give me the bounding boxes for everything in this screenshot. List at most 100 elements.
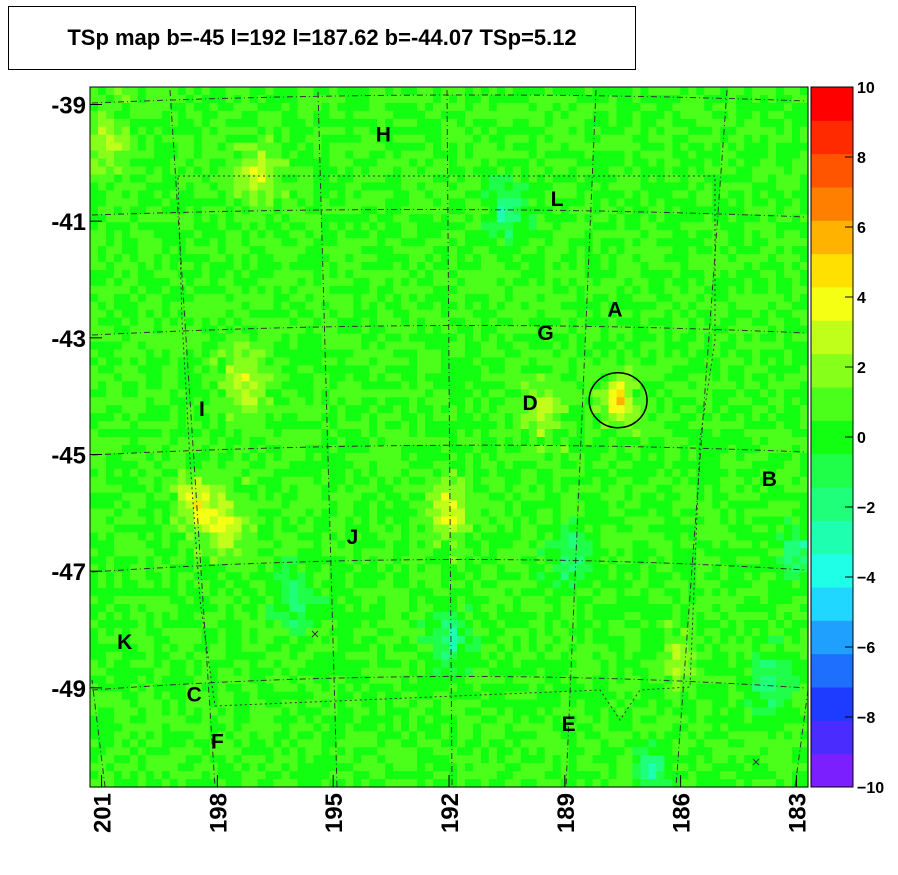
heatmap-cell (496, 325, 506, 335)
heatmap-cell (744, 429, 753, 438)
heatmap-cell (273, 333, 283, 343)
heatmap-cell (536, 150, 546, 160)
heatmap-cell (480, 87, 490, 96)
heatmap-cell (584, 357, 594, 366)
heatmap-cell (337, 437, 346, 446)
heatmap-cell (480, 158, 490, 168)
heatmap-cell (113, 309, 123, 319)
heatmap-cell (608, 166, 618, 176)
heatmap-cell (385, 166, 394, 176)
heatmap-cell (409, 492, 418, 502)
heatmap-cell (345, 262, 354, 271)
heatmap-cell (616, 110, 626, 120)
heatmap-cell (456, 373, 466, 382)
heatmap-cell (656, 413, 665, 422)
heatmap-cell (361, 492, 370, 502)
heatmap-cell (90, 405, 99, 414)
heatmap-cell (121, 230, 131, 239)
heatmap-cell (425, 293, 434, 303)
heatmap-cell (568, 269, 578, 279)
heatmap-cell (297, 349, 306, 359)
heatmap-cell (552, 206, 562, 215)
heatmap-cell (768, 190, 777, 199)
heatmap-cell (169, 421, 179, 430)
heatmap-cell (321, 484, 330, 494)
heatmap-cell (784, 150, 793, 160)
heatmap-cell (249, 134, 259, 144)
heatmap-cell (273, 484, 283, 494)
heatmap-cell (329, 174, 338, 184)
heatmap-cell (488, 150, 498, 160)
heatmap-cell (265, 437, 275, 446)
heatmap-cell (768, 444, 777, 454)
heatmap-cell (185, 476, 195, 486)
heatmap-cell (688, 102, 697, 112)
heatmap-cell (361, 317, 370, 327)
heatmap-cell (632, 301, 642, 311)
heatmap-cell (433, 110, 442, 120)
heatmap-cell (496, 484, 506, 494)
heatmap-cell (241, 389, 251, 398)
heatmap-cell (449, 134, 458, 144)
heatmap-cell (425, 325, 434, 335)
heatmap-cell (792, 460, 801, 470)
heatmap-cell (90, 102, 99, 112)
heatmap-cell (664, 126, 673, 136)
heatmap-cell (337, 444, 346, 454)
heatmap-cell (776, 94, 785, 104)
heatmap-cell (217, 142, 227, 152)
heatmap-cell (800, 325, 809, 335)
heatmap-cell (560, 198, 570, 207)
heatmap-cell (209, 214, 219, 223)
heatmap-cell (145, 405, 155, 414)
heatmap-cell (536, 349, 546, 359)
heatmap-cell (273, 182, 283, 191)
heatmap-cell (712, 87, 721, 96)
heatmap-cell (121, 246, 131, 255)
heatmap-cell (393, 238, 402, 247)
heatmap-cell (688, 381, 697, 390)
heatmap-cell (329, 301, 338, 311)
heatmap-cell (760, 198, 769, 207)
heatmap-cell (632, 110, 642, 120)
heatmap-cell (393, 174, 402, 184)
heatmap-cell (121, 429, 131, 438)
heatmap-cell (361, 516, 370, 526)
heatmap-cell (97, 500, 107, 510)
heatmap-cell (449, 158, 458, 168)
heatmap-cell (297, 341, 306, 351)
heatmap-cell (305, 293, 314, 303)
heatmap-cell (552, 301, 562, 311)
heatmap-cell (257, 429, 267, 438)
heatmap-cell (712, 254, 721, 263)
heatmap-cell (193, 468, 203, 478)
heatmap-cell (728, 102, 737, 112)
heatmap-cell (456, 301, 466, 311)
heatmap-cell (464, 246, 474, 255)
heatmap-cell (233, 142, 243, 152)
heatmap-cell (409, 158, 418, 168)
heatmap-cell (760, 110, 769, 120)
heatmap-cell (680, 87, 689, 96)
heatmap-cell (305, 110, 314, 120)
heatmap-cell (552, 174, 562, 184)
heatmap-cell (584, 413, 594, 422)
heatmap-cell (664, 174, 673, 184)
heatmap-cell (305, 285, 314, 295)
heatmap-cell (464, 206, 474, 215)
heatmap-cell (337, 206, 346, 215)
heatmap-cell (624, 476, 634, 486)
heatmap-cell (576, 166, 586, 176)
heatmap-cell (185, 484, 195, 494)
heatmap-cell (169, 285, 179, 295)
heatmap-cell (433, 397, 442, 406)
heatmap-cell (568, 341, 578, 351)
heatmap-cell (441, 142, 450, 152)
heatmap-cell (169, 468, 179, 478)
heatmap-cell (425, 349, 434, 359)
heatmap-cell (401, 341, 410, 351)
heatmap-cell (321, 333, 330, 343)
heatmap-cell (496, 413, 506, 422)
heatmap-cell (488, 269, 498, 279)
heatmap-cell (361, 222, 370, 231)
